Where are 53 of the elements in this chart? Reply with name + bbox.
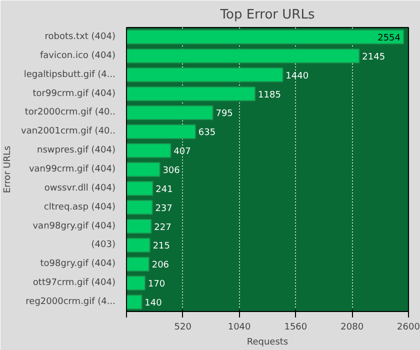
bar — [126, 162, 160, 177]
y-tick-label: robots.txt (404) — [44, 32, 116, 42]
data-label: 407 — [174, 147, 191, 158]
data-label: 306 — [162, 166, 180, 176]
bar — [126, 86, 256, 102]
data-label: 635 — [198, 128, 216, 138]
data-label: 227 — [154, 222, 172, 233]
y-tick-label: legaltipsbutt.gif (4... — [24, 70, 116, 80]
y-tick-label: reg2000crm.gif (4... — [26, 297, 116, 308]
y-tick-label: owssvr.dll (404) — [44, 183, 116, 194]
data-label: 1185 — [258, 90, 281, 100]
y-tick-label: tor99crm.gif (404) — [32, 88, 116, 99]
data-label: 215 — [152, 242, 170, 252]
y-tick-label: to98gry.gif (404) — [40, 259, 116, 270]
y-axis-title: Error URLs — [3, 146, 14, 194]
x-tick-label: 1040 — [228, 322, 252, 332]
bar — [126, 124, 196, 139]
y-tick-label: nswpres.gif (404) — [37, 146, 116, 156]
bar — [126, 68, 284, 82]
data-label: 206 — [152, 260, 170, 271]
bar — [126, 181, 154, 196]
y-tick-label: ott97crm.gif (404) — [32, 278, 116, 288]
y-tick-label: favicon.ico (404) — [40, 50, 116, 61]
y-tick-label: van98gry.gif (404) — [32, 221, 116, 232]
data-label: 2145 — [362, 52, 386, 62]
bar — [126, 276, 146, 290]
x-tick-label: 520 — [174, 322, 192, 332]
y-tick-label: van2001crm.gif (40.. — [21, 126, 116, 137]
bar — [126, 218, 152, 234]
y-tick-label: van99crm.gif (404) — [28, 164, 116, 174]
bar — [126, 30, 404, 44]
bar — [126, 294, 142, 310]
bar — [126, 256, 150, 272]
data-label: 241 — [156, 184, 173, 195]
x-tick-label: 2600 — [397, 322, 420, 332]
bar — [126, 48, 360, 64]
data-label: 140 — [144, 298, 162, 309]
x-tick-label: 2080 — [340, 322, 364, 332]
data-label: 237 — [155, 204, 172, 214]
chart-title: Top Error URLs — [219, 8, 315, 22]
x-tick-label: 1560 — [284, 322, 308, 332]
y-tick-label: (403) — [91, 240, 116, 250]
bar — [126, 143, 172, 158]
x-axis-title: Requests — [246, 338, 288, 348]
data-label: 1440 — [286, 71, 309, 82]
y-tick-label: tor2000crm.gif (40.. — [24, 108, 116, 118]
data-label: 795 — [216, 109, 233, 120]
bar — [126, 238, 150, 253]
bar — [126, 105, 214, 120]
y-tick-label: cltreq.asp (404) — [44, 202, 116, 212]
data-label: 2554 — [378, 33, 401, 44]
data-label: 170 — [148, 280, 166, 290]
bar — [126, 200, 153, 215]
